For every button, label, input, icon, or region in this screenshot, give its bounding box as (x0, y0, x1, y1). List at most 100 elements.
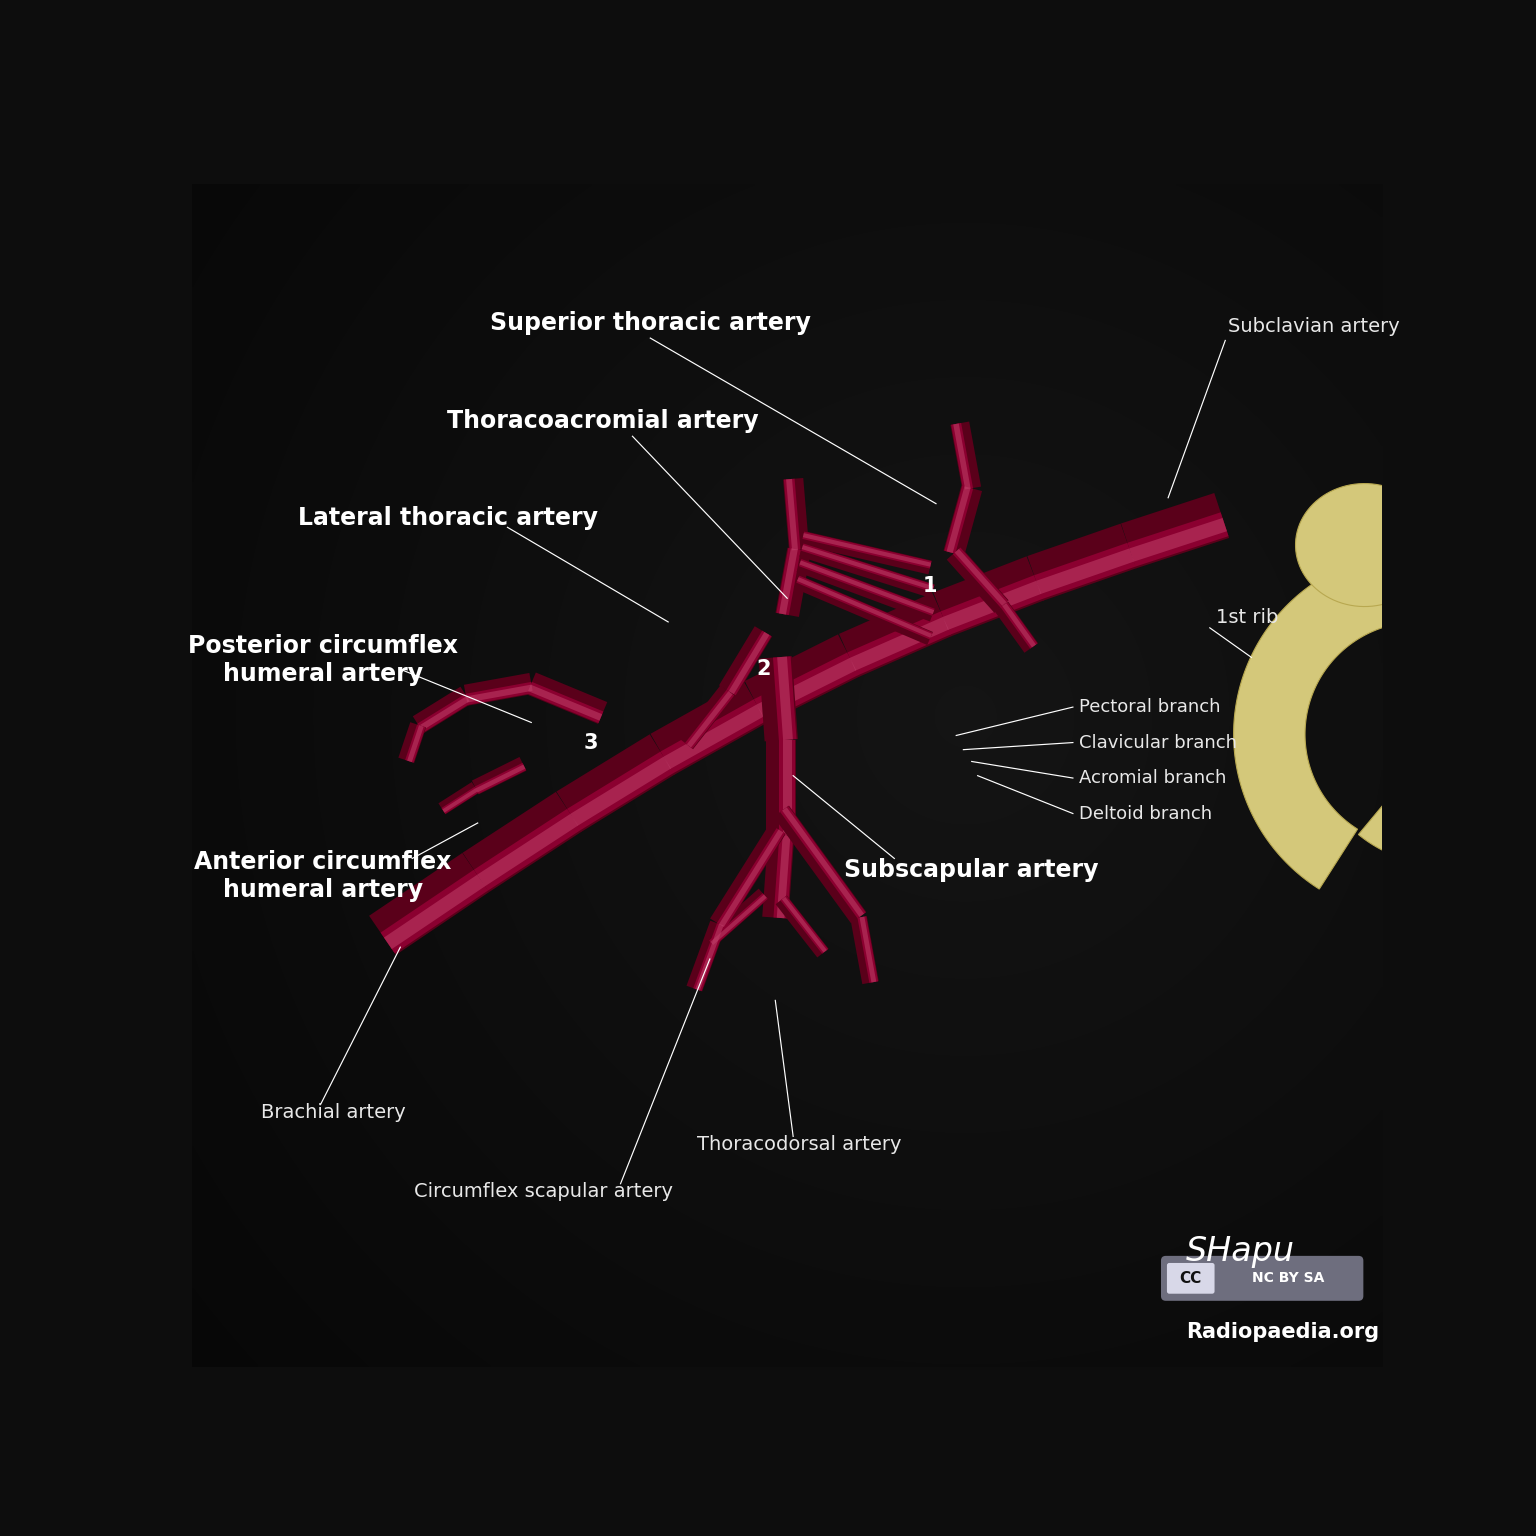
Text: Thoracodorsal artery: Thoracodorsal artery (697, 1135, 902, 1154)
Polygon shape (995, 602, 1038, 653)
Text: Superior thoracic artery: Superior thoracic artery (490, 310, 811, 335)
Polygon shape (567, 751, 674, 829)
Polygon shape (687, 920, 727, 991)
Polygon shape (786, 479, 799, 550)
Polygon shape (369, 852, 488, 955)
Polygon shape (476, 765, 525, 793)
Polygon shape (951, 422, 972, 490)
Polygon shape (398, 722, 425, 763)
Polygon shape (1295, 484, 1433, 607)
Polygon shape (797, 559, 935, 622)
Polygon shape (802, 531, 931, 568)
Polygon shape (717, 828, 785, 928)
Polygon shape (438, 782, 479, 814)
Polygon shape (413, 687, 472, 733)
Text: Lateral thoracic artery: Lateral thoracic artery (298, 505, 598, 530)
Polygon shape (759, 656, 797, 742)
Polygon shape (685, 690, 734, 748)
Text: Subclavian artery: Subclavian artery (1227, 316, 1399, 336)
Polygon shape (527, 673, 607, 723)
Polygon shape (952, 547, 1008, 607)
Polygon shape (783, 740, 791, 836)
Polygon shape (780, 895, 828, 954)
Polygon shape (465, 685, 533, 702)
Polygon shape (839, 593, 952, 677)
Polygon shape (696, 923, 723, 991)
Text: NC BY SA: NC BY SA (1252, 1272, 1324, 1286)
Polygon shape (794, 574, 932, 645)
Polygon shape (419, 696, 470, 731)
Polygon shape (570, 757, 671, 826)
Polygon shape (940, 576, 1043, 634)
Polygon shape (773, 656, 797, 740)
Polygon shape (754, 653, 859, 722)
Polygon shape (945, 485, 974, 553)
Polygon shape (934, 556, 1044, 636)
Polygon shape (848, 611, 951, 676)
Polygon shape (802, 545, 934, 590)
Polygon shape (664, 705, 763, 770)
Polygon shape (780, 806, 866, 919)
Polygon shape (693, 923, 725, 991)
Polygon shape (796, 576, 932, 639)
Polygon shape (802, 544, 934, 591)
Text: Posterior circumflex
humeral artery: Posterior circumflex humeral artery (187, 634, 458, 685)
Polygon shape (799, 559, 935, 616)
Polygon shape (1127, 513, 1229, 567)
Text: Brachial artery: Brachial artery (261, 1103, 406, 1123)
Text: Subscapular artery: Subscapular artery (845, 859, 1098, 882)
Polygon shape (782, 808, 865, 917)
Polygon shape (849, 617, 949, 671)
Text: Clavicular branch: Clavicular branch (1078, 734, 1236, 751)
Polygon shape (1233, 551, 1412, 889)
Polygon shape (951, 421, 982, 490)
Polygon shape (757, 657, 856, 717)
Polygon shape (762, 834, 794, 919)
Polygon shape (710, 894, 768, 946)
Polygon shape (802, 531, 932, 574)
Polygon shape (472, 757, 527, 794)
Polygon shape (475, 763, 527, 794)
Text: Pectoral branch: Pectoral branch (1078, 697, 1220, 716)
Polygon shape (442, 788, 478, 813)
Polygon shape (803, 533, 931, 567)
Polygon shape (797, 578, 932, 637)
Text: Deltoid branch: Deltoid branch (1078, 805, 1212, 822)
Polygon shape (1001, 604, 1035, 647)
Polygon shape (705, 889, 768, 946)
Polygon shape (851, 915, 879, 985)
Text: Acromial branch: Acromial branch (1078, 770, 1226, 786)
Polygon shape (475, 809, 581, 891)
Polygon shape (719, 627, 773, 696)
Polygon shape (745, 634, 860, 723)
Polygon shape (777, 656, 793, 740)
Polygon shape (719, 829, 783, 928)
Polygon shape (710, 894, 766, 945)
Text: Radiopaedia.org: Radiopaedia.org (1186, 1321, 1379, 1341)
Polygon shape (556, 734, 674, 833)
Polygon shape (1034, 542, 1135, 599)
Polygon shape (782, 897, 826, 952)
Polygon shape (478, 814, 578, 886)
Text: 2: 2 (756, 659, 771, 679)
Polygon shape (728, 631, 770, 694)
Polygon shape (465, 682, 533, 705)
Polygon shape (799, 561, 934, 614)
Polygon shape (687, 691, 733, 748)
Polygon shape (1358, 790, 1525, 865)
Polygon shape (660, 699, 766, 773)
Polygon shape (381, 869, 488, 954)
Text: 3: 3 (584, 733, 598, 753)
Text: SHapu: SHapu (1186, 1235, 1295, 1267)
Polygon shape (1121, 493, 1229, 568)
Polygon shape (954, 424, 971, 490)
Polygon shape (418, 694, 470, 733)
Polygon shape (943, 581, 1041, 630)
Polygon shape (407, 725, 424, 762)
Polygon shape (766, 740, 796, 836)
Polygon shape (777, 836, 791, 919)
Polygon shape (946, 487, 971, 553)
Polygon shape (679, 685, 734, 750)
Polygon shape (955, 548, 1006, 605)
Polygon shape (727, 631, 771, 696)
